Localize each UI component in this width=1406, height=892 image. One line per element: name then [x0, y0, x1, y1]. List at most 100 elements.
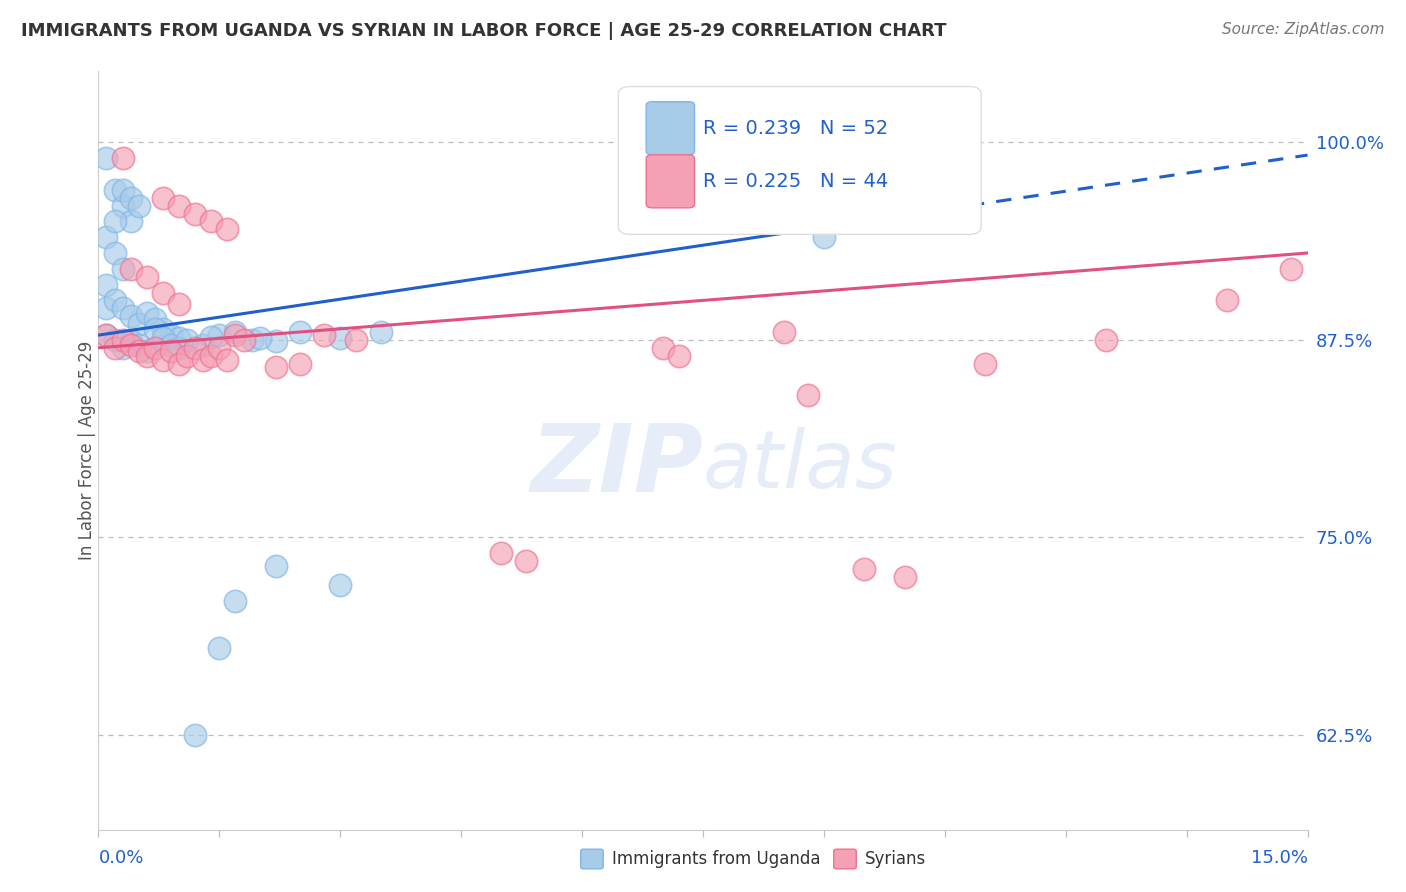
Point [152, 331, 174, 345]
Point [96, 301, 118, 316]
Point [120, 214, 142, 228]
Point [208, 341, 231, 355]
Point [974, 357, 997, 371]
Point [167, 331, 190, 345]
Point [772, 325, 794, 339]
Point [264, 334, 287, 349]
Point [491, 546, 513, 560]
Point [184, 341, 207, 355]
Point [167, 341, 190, 355]
Point [184, 728, 207, 742]
Point [96, 328, 118, 343]
Point [176, 349, 198, 363]
Point [853, 199, 876, 213]
Point [651, 341, 673, 355]
Point [111, 333, 134, 347]
Point [103, 293, 125, 308]
Point [813, 230, 835, 244]
Point [329, 331, 352, 345]
Point [264, 558, 287, 573]
Point [103, 183, 125, 197]
Point [217, 222, 239, 236]
Point [96, 230, 118, 244]
Point [193, 337, 215, 351]
Point [152, 322, 174, 336]
Point [1095, 333, 1118, 347]
Point [120, 261, 142, 276]
Point [224, 328, 246, 343]
Point [167, 357, 190, 371]
Point [314, 328, 336, 343]
Text: Source: ZipAtlas.com: Source: ZipAtlas.com [1222, 22, 1385, 37]
Text: R = 0.239   N = 52: R = 0.239 N = 52 [703, 119, 889, 137]
Point [240, 333, 263, 347]
Point [224, 325, 246, 339]
Point [103, 333, 125, 347]
Point [208, 640, 231, 655]
Point [111, 301, 134, 316]
Point [224, 593, 246, 607]
Text: atlas: atlas [703, 426, 898, 505]
Point [143, 322, 166, 336]
Point [167, 199, 190, 213]
Point [249, 331, 271, 345]
Point [143, 341, 166, 355]
Point [96, 151, 118, 165]
Point [853, 562, 876, 576]
Point [111, 199, 134, 213]
Point [135, 343, 157, 358]
Point [152, 353, 174, 368]
Point [111, 151, 134, 165]
Text: 15.0%: 15.0% [1250, 848, 1308, 866]
Point [370, 325, 392, 339]
FancyBboxPatch shape [619, 87, 981, 235]
Point [1281, 261, 1303, 276]
Text: Syrians: Syrians [865, 850, 927, 868]
Point [111, 261, 134, 276]
Point [217, 353, 239, 368]
Point [668, 349, 690, 363]
Point [152, 191, 174, 205]
Point [288, 357, 311, 371]
Point [128, 317, 150, 331]
Point [193, 353, 215, 368]
Point [152, 285, 174, 300]
Point [176, 333, 198, 347]
Point [232, 333, 254, 347]
Point [344, 333, 367, 347]
Point [128, 337, 150, 351]
Point [200, 349, 222, 363]
Point [120, 191, 142, 205]
Point [120, 334, 142, 349]
Point [111, 183, 134, 197]
Point [135, 306, 157, 320]
Point [143, 312, 166, 326]
Point [160, 343, 183, 358]
Point [264, 359, 287, 374]
Point [111, 341, 134, 355]
Point [120, 337, 142, 351]
Point [120, 309, 142, 323]
Point [103, 214, 125, 228]
Y-axis label: In Labor Force | Age 25-29: In Labor Force | Age 25-29 [79, 341, 96, 560]
Point [103, 246, 125, 260]
Point [103, 341, 125, 355]
Point [128, 343, 150, 358]
Point [128, 199, 150, 213]
Point [957, 195, 980, 210]
Text: IMMIGRANTS FROM UGANDA VS SYRIAN IN LABOR FORCE | AGE 25-29 CORRELATION CHART: IMMIGRANTS FROM UGANDA VS SYRIAN IN LABO… [21, 22, 946, 40]
Text: Immigrants from Uganda: Immigrants from Uganda [612, 850, 820, 868]
Point [167, 296, 190, 310]
Text: R = 0.225   N = 44: R = 0.225 N = 44 [703, 172, 889, 191]
Point [135, 269, 157, 284]
Point [96, 277, 118, 292]
Point [893, 570, 915, 584]
Point [200, 214, 222, 228]
FancyBboxPatch shape [647, 155, 695, 208]
Point [160, 328, 183, 343]
FancyBboxPatch shape [647, 102, 695, 155]
Point [96, 328, 118, 343]
Point [1216, 293, 1239, 308]
Point [135, 349, 157, 363]
Point [288, 325, 311, 339]
